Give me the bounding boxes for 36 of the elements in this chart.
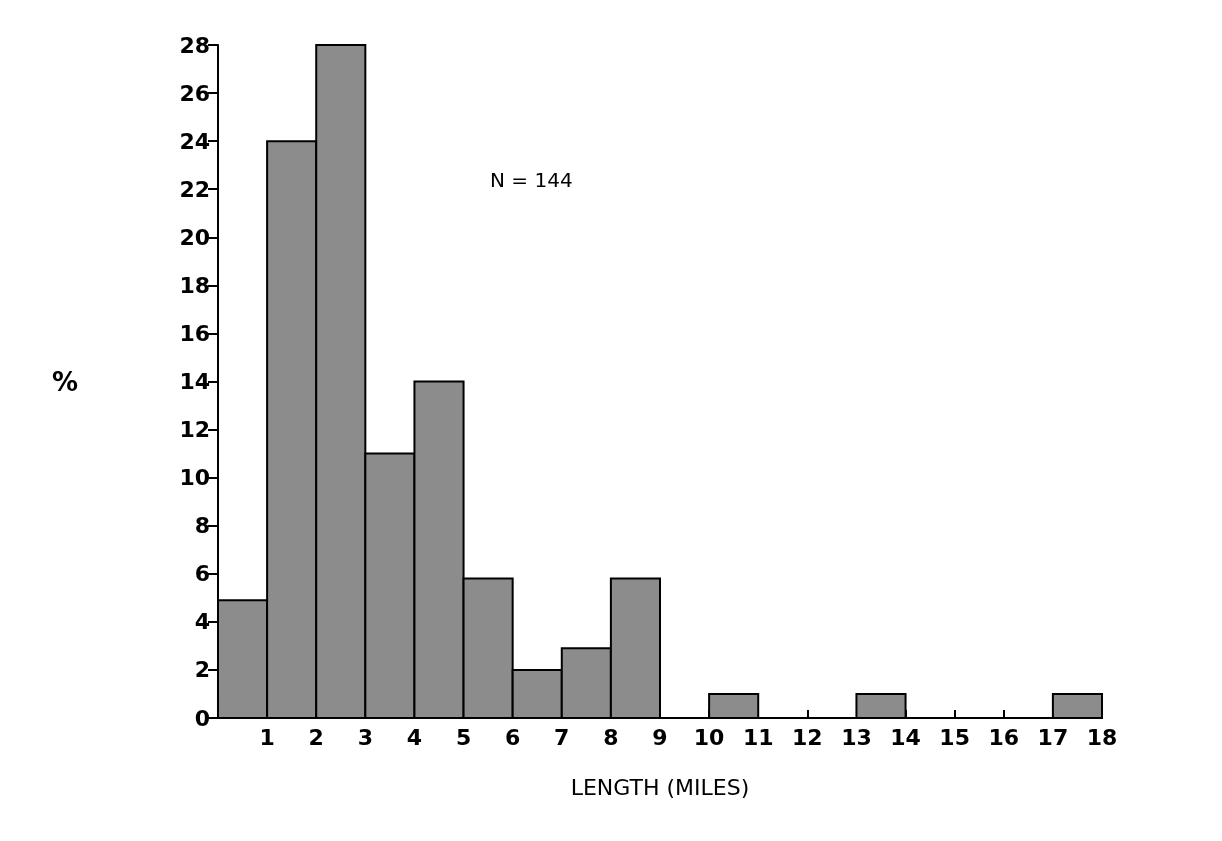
y-tick-label: 10 bbox=[179, 465, 210, 491]
x-tick-label: 4 bbox=[406, 724, 423, 750]
x-tick-label: 12 bbox=[792, 724, 823, 750]
y-tick-label: 8 bbox=[194, 513, 210, 539]
y-tick-label: 20 bbox=[179, 224, 210, 250]
x-tick-label: 10 bbox=[693, 724, 725, 750]
x-tick-label: 8 bbox=[603, 724, 619, 750]
x-tick-label: 13 bbox=[841, 724, 872, 750]
x-tick-label: 2 bbox=[308, 724, 324, 750]
y-tick-label: 18 bbox=[179, 272, 210, 298]
y-axis-title: % bbox=[51, 366, 78, 397]
y-tick-label: 12 bbox=[179, 417, 210, 443]
y-tick-label: 6 bbox=[194, 561, 210, 587]
annotation: N = 144 bbox=[490, 168, 573, 192]
y-tick-label: 14 bbox=[179, 369, 210, 394]
x-tick-label: 7 bbox=[554, 724, 570, 750]
y-tick-label: 26 bbox=[179, 80, 210, 106]
x-tick-label: 16 bbox=[988, 724, 1020, 750]
y-tick-label: 22 bbox=[179, 176, 210, 202]
y-tick-label: 16 bbox=[179, 320, 210, 346]
x-tick-label: 17 bbox=[1037, 724, 1069, 750]
x-tick-label: 5 bbox=[455, 724, 472, 750]
x-tick-label: 6 bbox=[505, 724, 521, 750]
x-tick-label: 11 bbox=[742, 724, 774, 750]
x-tick-label: 18 bbox=[1086, 724, 1118, 750]
x-axis-title: LENGTH (MILES) bbox=[570, 774, 750, 800]
y-tick-label: 24 bbox=[179, 128, 210, 154]
x-tick-label: 9 bbox=[652, 724, 668, 750]
x-tick-label: 14 bbox=[890, 724, 921, 750]
x-tick-label: 15 bbox=[939, 724, 970, 750]
x-tick-label: 1 bbox=[259, 724, 275, 750]
y-tick-label: 4 bbox=[194, 609, 210, 635]
y-tick-label: 2 bbox=[194, 657, 210, 683]
y-tick-label: 0 bbox=[194, 705, 210, 731]
x-tick-label: 3 bbox=[357, 724, 373, 750]
y-tick-label: 28 bbox=[179, 32, 210, 58]
